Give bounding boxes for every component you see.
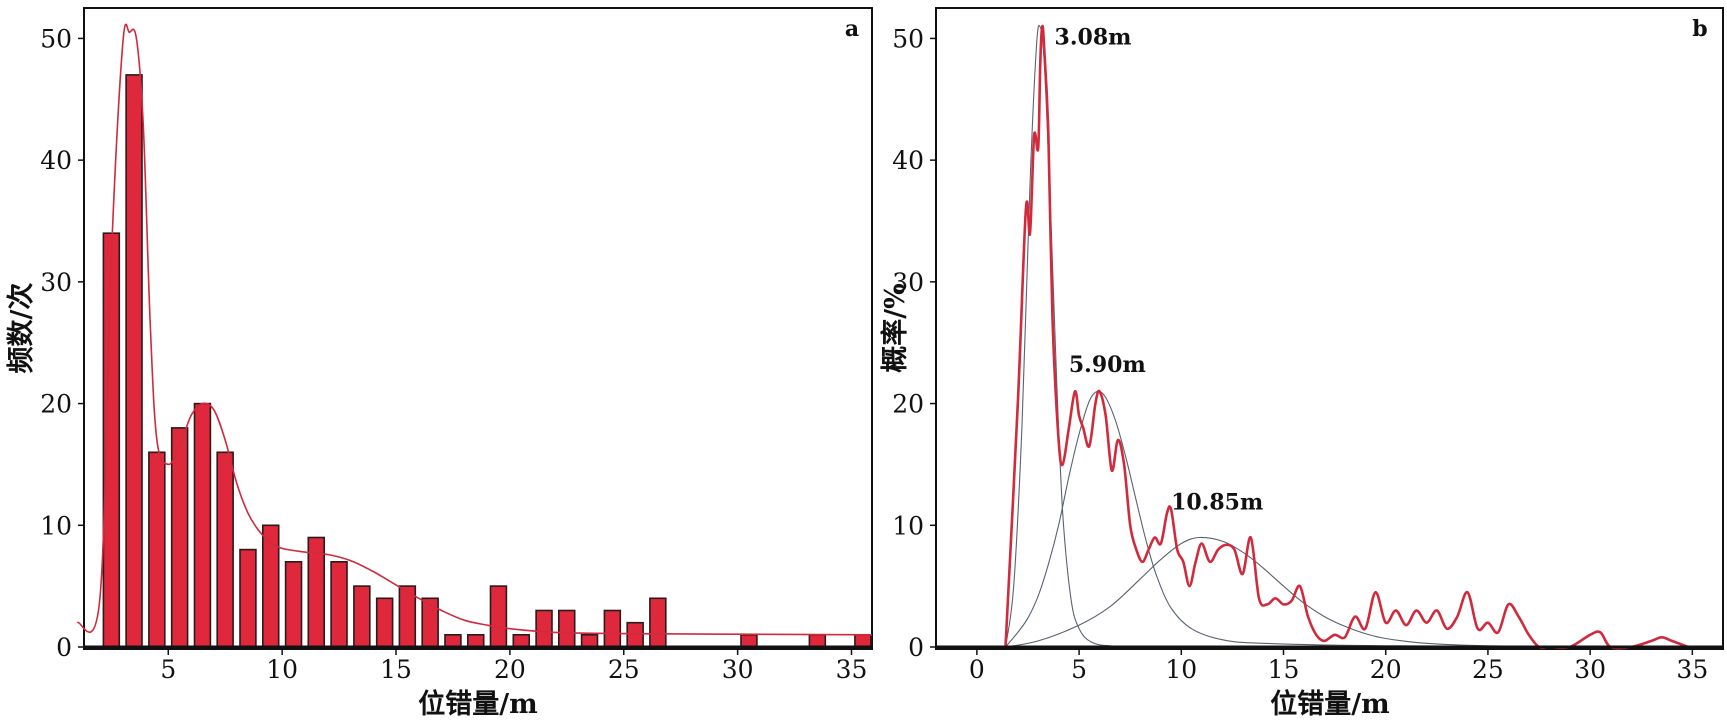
bar (740, 633, 758, 648)
x-tick-label: 15 (380, 655, 412, 684)
panel-b-letter: b (1692, 16, 1707, 42)
panel-a-letter: a (845, 16, 859, 42)
bar (854, 633, 872, 648)
bar (353, 585, 371, 648)
x-tick-label: 10 (1165, 655, 1197, 684)
bar (649, 597, 667, 648)
y-tick-label: 10 (892, 511, 924, 540)
bar (170, 427, 189, 648)
y-tick-label: 10 (40, 511, 72, 540)
peak-annotation: 3.08m (1055, 25, 1132, 51)
y-tick-label: 50 (892, 24, 924, 53)
peak-annotation: 5.90m (1069, 352, 1146, 378)
bar (193, 402, 212, 648)
x-tick-label: 15 (1268, 655, 1300, 684)
component-curve (1005, 536, 1689, 648)
component-curve (1004, 24, 1689, 648)
panel-a: 5 10 15 20 25 30 35 0 10 20 30 40 50 a 位错量/m 频数/次 (6, 7, 873, 720)
bar (284, 560, 303, 648)
y-tick-label: 0 (56, 633, 72, 662)
bar (512, 633, 530, 648)
x-tick-label: 30 (1574, 655, 1606, 684)
panel-b: 0 5 10 15 20 25 30 35 0 10 20 30 40 50 3.08m 5.90m 10.… (879, 7, 1724, 720)
y-tick-label: 0 (908, 633, 924, 662)
x-tick-label: 10 (266, 655, 298, 684)
panel-a-xlabel: 位错量/m (418, 688, 537, 720)
bar (489, 585, 508, 648)
bar (808, 633, 827, 648)
y-tick-label: 30 (892, 268, 924, 297)
peak-annotation: 10.85m (1171, 489, 1263, 515)
panel-a-fit-curve (76, 23, 873, 636)
panel-b-annotations: 3.08m 5.90m 10.85m (1055, 25, 1264, 516)
panel-a-ylabel: 频数/次 (6, 283, 37, 374)
bar (421, 597, 439, 648)
y-tick-label: 20 (892, 390, 924, 419)
bar (375, 597, 394, 648)
bar (626, 621, 644, 648)
probability-curve (1004, 24, 1689, 650)
bar (216, 451, 234, 648)
x-tick-label: 35 (836, 655, 868, 684)
panel-b-x-ticks: 0 5 10 15 20 25 30 35 (969, 647, 1708, 684)
y-tick-label: 30 (40, 268, 72, 297)
x-tick-label: 20 (494, 655, 526, 684)
bar (535, 609, 553, 648)
x-tick-label: 5 (160, 655, 176, 684)
x-tick-label: 5 (1071, 655, 1087, 684)
panel-b-frame (935, 7, 1724, 650)
x-tick-label: 0 (969, 655, 985, 684)
x-tick-label: 25 (1472, 655, 1504, 684)
panel-b-y-ticks: 0 10 20 30 40 50 (892, 24, 936, 662)
panel-a-frame (83, 7, 873, 650)
y-tick-label: 50 (40, 24, 72, 53)
bar (580, 633, 599, 648)
y-tick-label: 40 (892, 146, 924, 175)
bar (148, 451, 166, 648)
x-tick-label: 30 (722, 655, 754, 684)
panel-a-bars (102, 74, 872, 648)
bar (261, 524, 280, 648)
bar (466, 633, 485, 648)
y-tick-label: 20 (40, 390, 72, 419)
panel-a-y-ticks: 0 10 20 30 40 50 (40, 24, 84, 662)
bar (444, 633, 462, 648)
bar (330, 560, 348, 648)
x-tick-label: 25 (608, 655, 640, 684)
component-curve (1005, 390, 1689, 648)
panel-a-x-ticks: 5 10 15 20 25 30 35 (160, 647, 867, 684)
x-tick-label: 35 (1676, 655, 1708, 684)
y-tick-label: 40 (40, 146, 72, 175)
x-tick-label: 20 (1370, 655, 1402, 684)
bar (557, 609, 576, 648)
bar (125, 74, 143, 648)
panel-b-lines (1004, 24, 1689, 650)
bar (603, 609, 622, 648)
bar (239, 548, 257, 648)
panel-b-ylabel: 概率/% (879, 283, 911, 373)
panel-b-xlabel: 位错量/m (1270, 688, 1389, 720)
